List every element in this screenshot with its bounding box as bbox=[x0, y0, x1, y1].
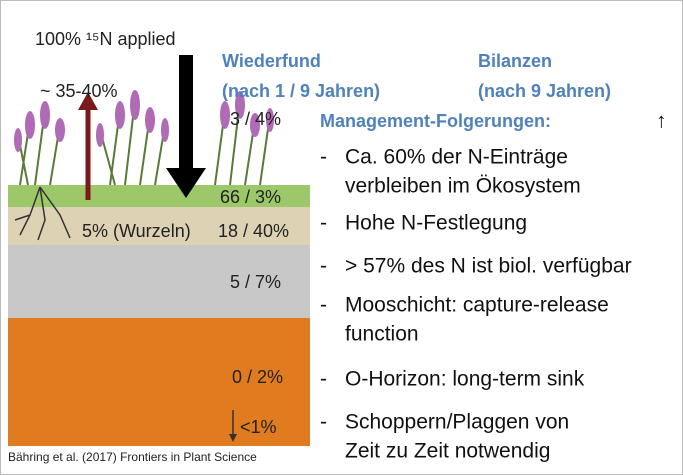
balance-header: Bilanzen bbox=[478, 51, 552, 71]
mineral-layer bbox=[8, 245, 310, 318]
bullet-dash: - bbox=[320, 411, 327, 434]
roots-label: 5% (Wurzeln) bbox=[82, 221, 191, 241]
bullet-text: Mooschicht: capture-release bbox=[345, 294, 609, 317]
layer-label: <1% bbox=[240, 417, 277, 437]
layer-label: 5 / 7% bbox=[230, 272, 281, 292]
emission-label: ~ 35-40% bbox=[40, 81, 118, 101]
bullet-text: > 57% des N ist biol. verfügbar bbox=[345, 255, 632, 278]
bullet-text: Zeit zu Zeit notwendig bbox=[345, 440, 550, 463]
bullet-text: Hohe N-Festlegung bbox=[345, 212, 527, 235]
input-arrow bbox=[166, 55, 206, 198]
bullet-text: O-Horizon: long-term sink bbox=[345, 368, 585, 391]
bullet-dash: - bbox=[320, 368, 327, 391]
bullet-dash: - bbox=[320, 146, 327, 169]
source-note: Bähring et al. (2017) Frontiers in Plant… bbox=[8, 450, 257, 464]
bullet-text: function bbox=[345, 323, 419, 346]
management-header: Management-Folgerungen: bbox=[320, 111, 551, 131]
deep-layer bbox=[8, 318, 310, 446]
layer-label: 0 / 2% bbox=[232, 367, 283, 387]
bullet-dash: - bbox=[320, 212, 327, 235]
bullet-text: verbleiben im Ökosystem bbox=[345, 175, 581, 198]
heather-plants bbox=[17, 99, 271, 186]
bullet-text: Schoppern/Plaggen von bbox=[345, 411, 569, 434]
layer-label: 18 / 40% bbox=[218, 221, 289, 241]
leach-arrow bbox=[229, 410, 237, 442]
heather-flowers bbox=[14, 90, 274, 152]
bullet-dash: - bbox=[320, 255, 327, 278]
layer-label: 66 / 3% bbox=[220, 187, 281, 207]
balance-header: (nach 9 Jahren) bbox=[478, 81, 611, 101]
bullet-dash: - bbox=[320, 294, 327, 317]
applied-label: 100% ¹⁵N applied bbox=[35, 29, 176, 49]
layer-label: 3 / 4% bbox=[230, 109, 281, 129]
bullet-text: Ca. 60% der N-Einträge bbox=[345, 146, 568, 169]
moss-layer bbox=[8, 185, 310, 207]
up-arrow: ↑ bbox=[656, 110, 667, 133]
recovery-header: Wiederfund bbox=[222, 51, 321, 71]
roots bbox=[14, 186, 71, 241]
recovery-header: (nach 1 / 9 Jahren) bbox=[222, 81, 380, 101]
emission-arrow bbox=[78, 92, 98, 200]
